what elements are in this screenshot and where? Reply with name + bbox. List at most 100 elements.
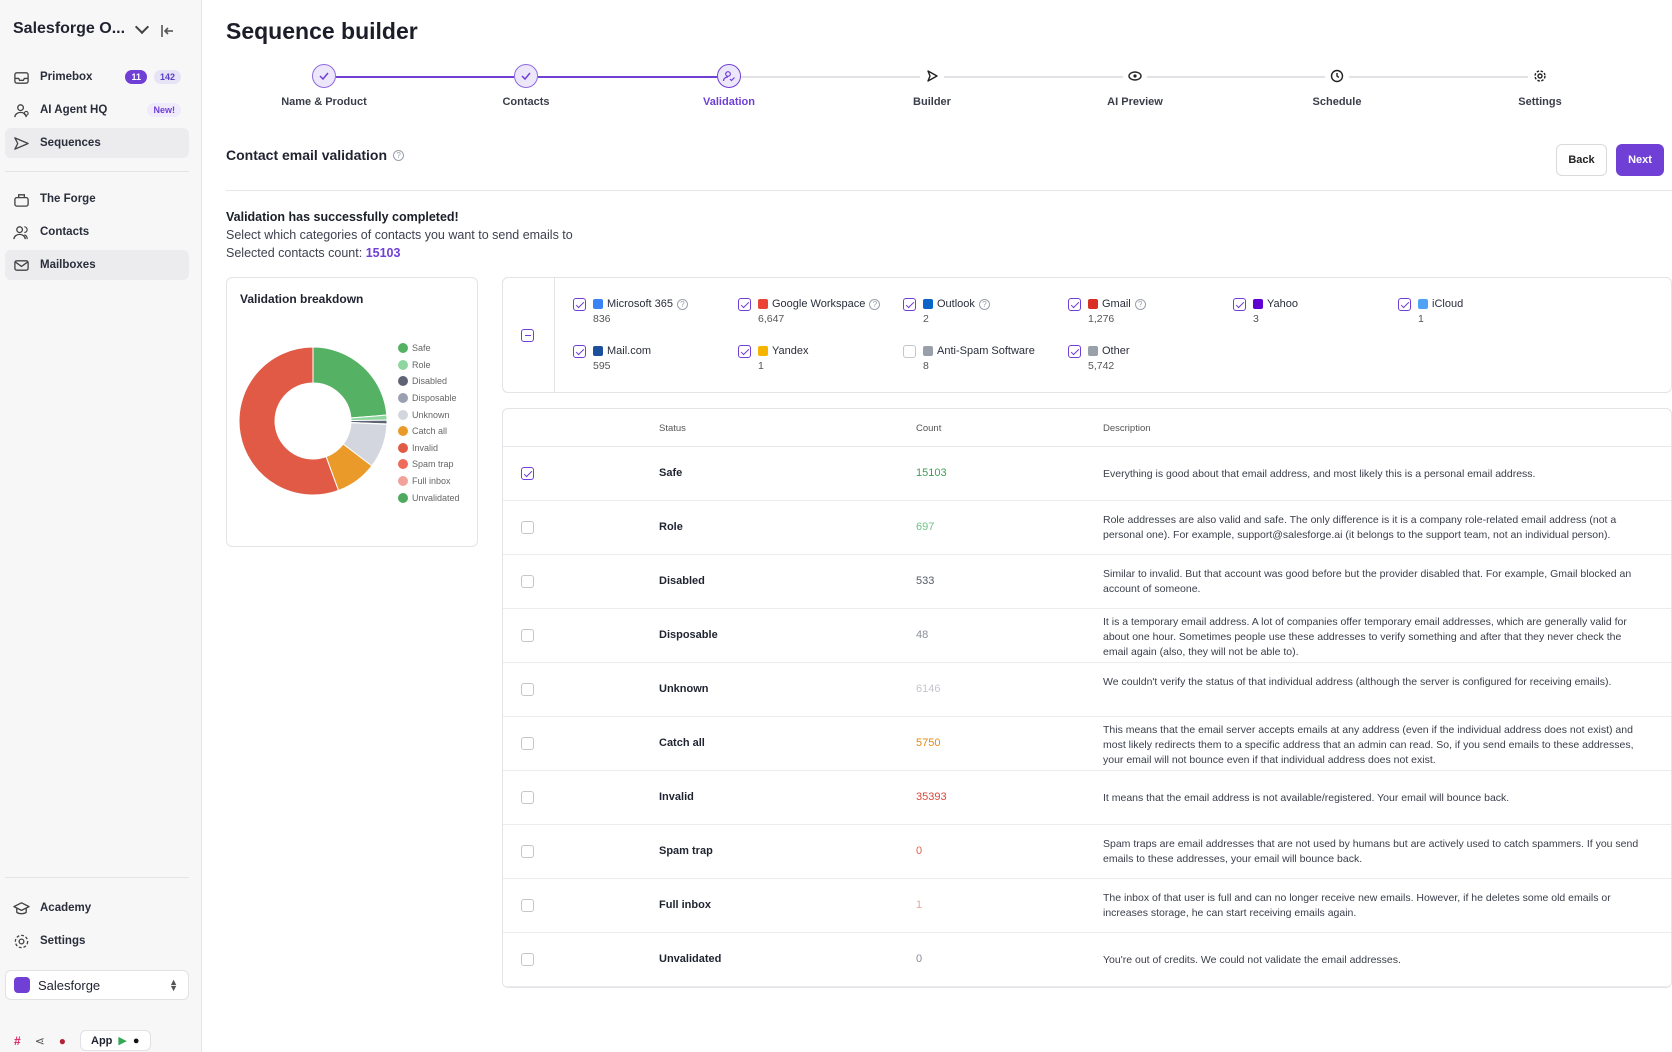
- step-connector: [1147, 76, 1325, 78]
- row-count: 35393: [916, 791, 947, 803]
- sidebar-footer: # ⋖ ● App ▶ ●: [14, 1030, 151, 1051]
- sidebar-item-label: The Forge: [40, 193, 96, 205]
- step-settings[interactable]: Settings: [1465, 64, 1615, 108]
- step-builder[interactable]: Builder: [857, 64, 1007, 108]
- slack-icon[interactable]: #: [14, 1033, 21, 1048]
- sidebar-item-academy[interactable]: Academy: [5, 893, 189, 923]
- app-download-button[interactable]: App ▶ ●: [80, 1030, 151, 1051]
- step-label: Builder: [913, 96, 951, 108]
- selected-count-value: 15103: [365, 246, 401, 260]
- nav-divider: [5, 171, 189, 172]
- provider-checkbox[interactable]: [1233, 298, 1246, 311]
- new-badge: New!: [147, 103, 181, 117]
- help-icon[interactable]: ?: [1134, 298, 1146, 310]
- help-icon[interactable]: ?: [393, 149, 405, 161]
- gear-icon: [1528, 64, 1552, 88]
- legend-item[interactable]: Spam trap: [398, 456, 460, 473]
- row-count: 1: [916, 899, 923, 911]
- donut-chart: [238, 346, 388, 496]
- provider-checkbox[interactable]: [903, 345, 916, 358]
- step-validation[interactable]: Validation: [654, 64, 804, 108]
- provider-checkbox[interactable]: [1068, 345, 1081, 358]
- provider-checkbox[interactable]: [1068, 298, 1081, 311]
- row-checkbox[interactable]: [521, 629, 534, 642]
- row-checkbox[interactable]: [521, 737, 534, 750]
- provider-checkbox[interactable]: [903, 298, 916, 311]
- provider-name: Mail.com: [607, 345, 652, 357]
- icloud-logo-icon: [1418, 299, 1428, 309]
- provider-checkbox[interactable]: [573, 298, 586, 311]
- play-store-icon: ▶: [118, 1035, 127, 1047]
- help-icon[interactable]: ?: [869, 298, 881, 310]
- sidebar-item-settings[interactable]: Settings: [5, 926, 189, 956]
- legend-item[interactable]: Role: [398, 357, 460, 374]
- table-row: Catch all 5750 This means that the email s…: [503, 717, 1671, 771]
- provider-checkbox[interactable]: [738, 298, 751, 311]
- provider-checkbox[interactable]: [1398, 298, 1411, 311]
- select-all-providers-checkbox[interactable]: [521, 329, 534, 342]
- slice-safe[interactable]: [312, 346, 388, 419]
- sidebar: Salesforge O... Primebox 11 142 AI Agent…: [0, 0, 202, 1052]
- legend-item[interactable]: Catch all: [398, 423, 460, 440]
- provider-name: Other: [1102, 345, 1130, 357]
- table-row: Disabled 533 Similar to invalid. But that …: [503, 555, 1671, 609]
- step-ai-preview[interactable]: AI Preview: [1060, 64, 1210, 108]
- flag-us-icon[interactable]: ●: [58, 1033, 66, 1048]
- row-checkbox[interactable]: [521, 899, 534, 912]
- row-checkbox[interactable]: [521, 791, 534, 804]
- table-row: Spam trap 0 Spam traps are email addresses…: [503, 825, 1671, 879]
- workspace-switcher[interactable]: Salesforge ▲ ▼: [5, 970, 189, 1000]
- table-row: Safe 15103 Everything is good about that e…: [503, 447, 1671, 501]
- row-status: Invalid: [659, 791, 694, 803]
- provider-name: Microsoft 365: [607, 298, 674, 310]
- row-checkbox[interactable]: [521, 521, 534, 534]
- step-contacts[interactable]: Contacts: [451, 64, 601, 108]
- org-switcher[interactable]: Salesforge O...: [13, 19, 150, 38]
- row-checkbox[interactable]: [521, 467, 534, 480]
- breakdown-title: Validation breakdown: [240, 292, 364, 306]
- legend-item[interactable]: Disabled: [398, 373, 460, 390]
- share-icon[interactable]: ⋖: [34, 1033, 45, 1048]
- provider-checkbox[interactable]: [573, 345, 586, 358]
- step-connector: [944, 76, 1123, 78]
- sidebar-item-the-forge[interactable]: The Forge: [5, 184, 189, 214]
- provider-master-cell: [503, 278, 555, 392]
- legend-item[interactable]: Disposable: [398, 390, 460, 407]
- step-name-product[interactable]: Name & Product: [249, 64, 399, 108]
- provider-name: Anti-Spam Software: [937, 345, 1035, 357]
- help-icon[interactable]: ?: [677, 298, 689, 310]
- slice-invalid[interactable]: [238, 346, 340, 496]
- provider-checkbox[interactable]: [738, 345, 751, 358]
- help-icon[interactable]: ?: [978, 298, 990, 310]
- sidebar-item-label: Mailboxes: [40, 259, 96, 271]
- sidebar-item-ai-agent-hq[interactable]: AI Agent HQ New!: [5, 95, 189, 125]
- row-status: Safe: [659, 467, 683, 479]
- check-icon: [514, 64, 538, 88]
- row-status: Spam trap: [659, 845, 713, 857]
- back-button[interactable]: Back: [1556, 144, 1607, 176]
- row-checkbox[interactable]: [521, 683, 534, 696]
- table-row: Disposable 48 It is a temporary email addr…: [503, 609, 1671, 663]
- row-description: It is a temporary email address. A lot o…: [1103, 616, 1627, 658]
- legend-label: Catch all: [412, 426, 448, 437]
- legend-item[interactable]: Safe: [398, 340, 460, 357]
- row-checkbox[interactable]: [521, 845, 534, 858]
- sidebar-item-primebox[interactable]: Primebox 11 142: [5, 62, 189, 92]
- row-description: We couldn't verify the status of that in…: [1103, 676, 1612, 688]
- sidebar-item-contacts[interactable]: Contacts: [5, 217, 189, 247]
- step-schedule[interactable]: Schedule: [1262, 64, 1412, 108]
- sidebar-item-sequences[interactable]: Sequences: [5, 128, 189, 158]
- collapse-sidebar-icon[interactable]: [158, 22, 176, 40]
- column-header-count: Count: [916, 423, 942, 434]
- apple-icon: ●: [132, 1034, 140, 1047]
- row-checkbox[interactable]: [521, 953, 534, 966]
- row-description: You're out of credits. We could not vali…: [1103, 954, 1401, 966]
- sidebar-item-mailboxes[interactable]: Mailboxes: [5, 250, 189, 280]
- legend-item[interactable]: Full inbox: [398, 473, 460, 490]
- row-checkbox[interactable]: [521, 575, 534, 588]
- legend-item[interactable]: Invalid: [398, 440, 460, 457]
- next-button[interactable]: Next: [1616, 144, 1664, 176]
- legend-item[interactable]: Unknown: [398, 406, 460, 423]
- row-count: 5750: [916, 737, 941, 749]
- legend-item[interactable]: Unvalidated: [398, 489, 460, 506]
